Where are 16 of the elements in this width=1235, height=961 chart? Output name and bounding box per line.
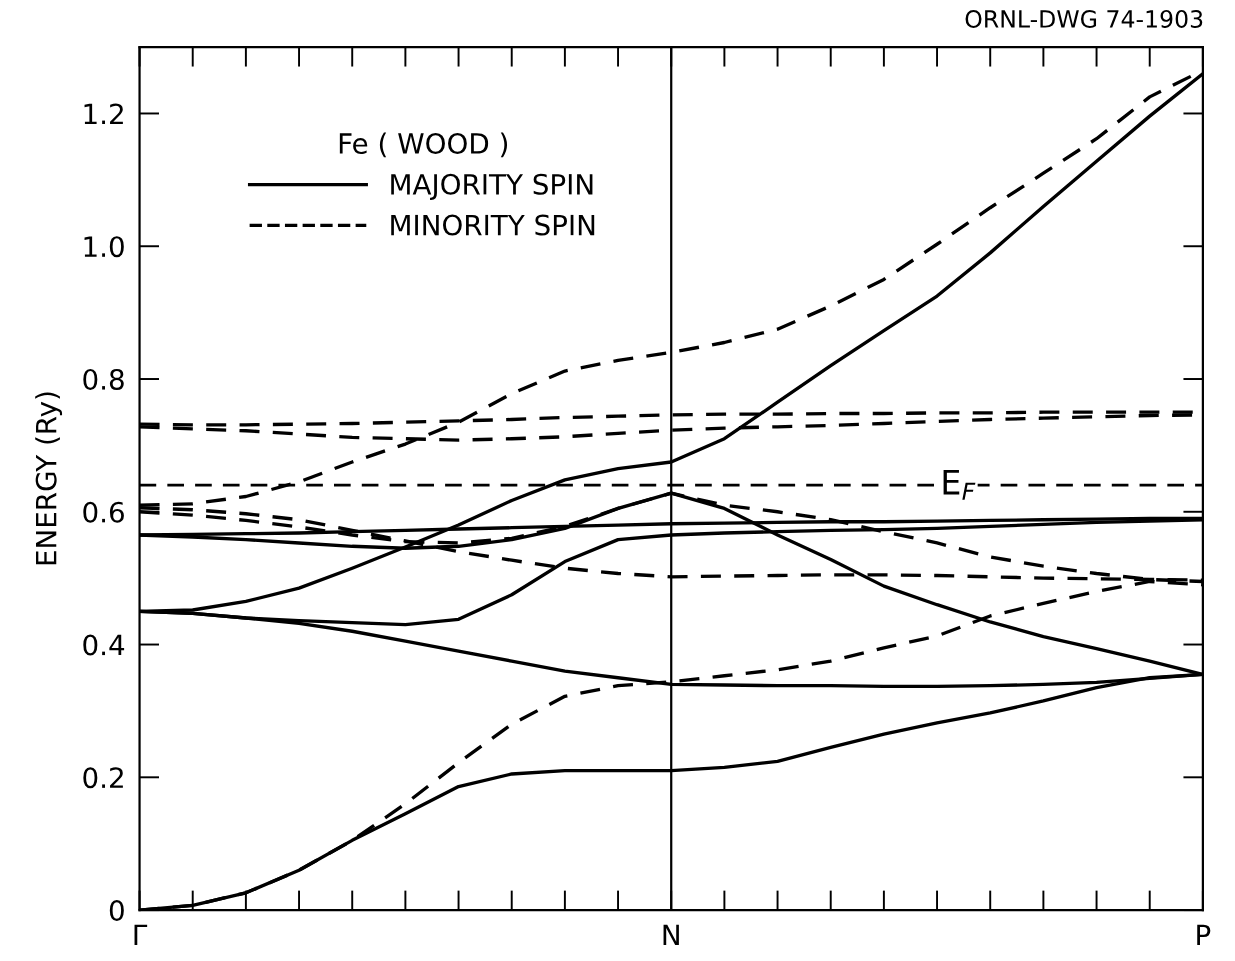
y-tick-label: 0.4: [83, 634, 125, 656]
text: ORNL-DWG 74-1903: [965, 10, 1203, 28]
x-tick-label: P: [1197, 924, 1211, 946]
legend-label: MINORITY SPIN: [391, 214, 595, 236]
y-tick-label: 0.2: [83, 767, 123, 789]
y-axis-title: ENERGY (Ry): [35, 392, 63, 565]
y-tick-label: 1.0: [84, 236, 124, 258]
x-tick-label: Γ: [134, 924, 148, 946]
y-tick-label: 0.8: [83, 368, 124, 390]
x-tick-label: N: [663, 924, 679, 946]
y-tick-label: 0.6: [83, 501, 124, 523]
ref-line-label: E$_{F}$: [943, 470, 976, 500]
y-tick-label: 0: [109, 900, 124, 922]
legend-label: MAJORITY SPIN: [391, 173, 593, 200]
y-tick-label: 1.2: [84, 103, 123, 125]
legend-title: Fe ( WOOD ): [339, 132, 508, 158]
